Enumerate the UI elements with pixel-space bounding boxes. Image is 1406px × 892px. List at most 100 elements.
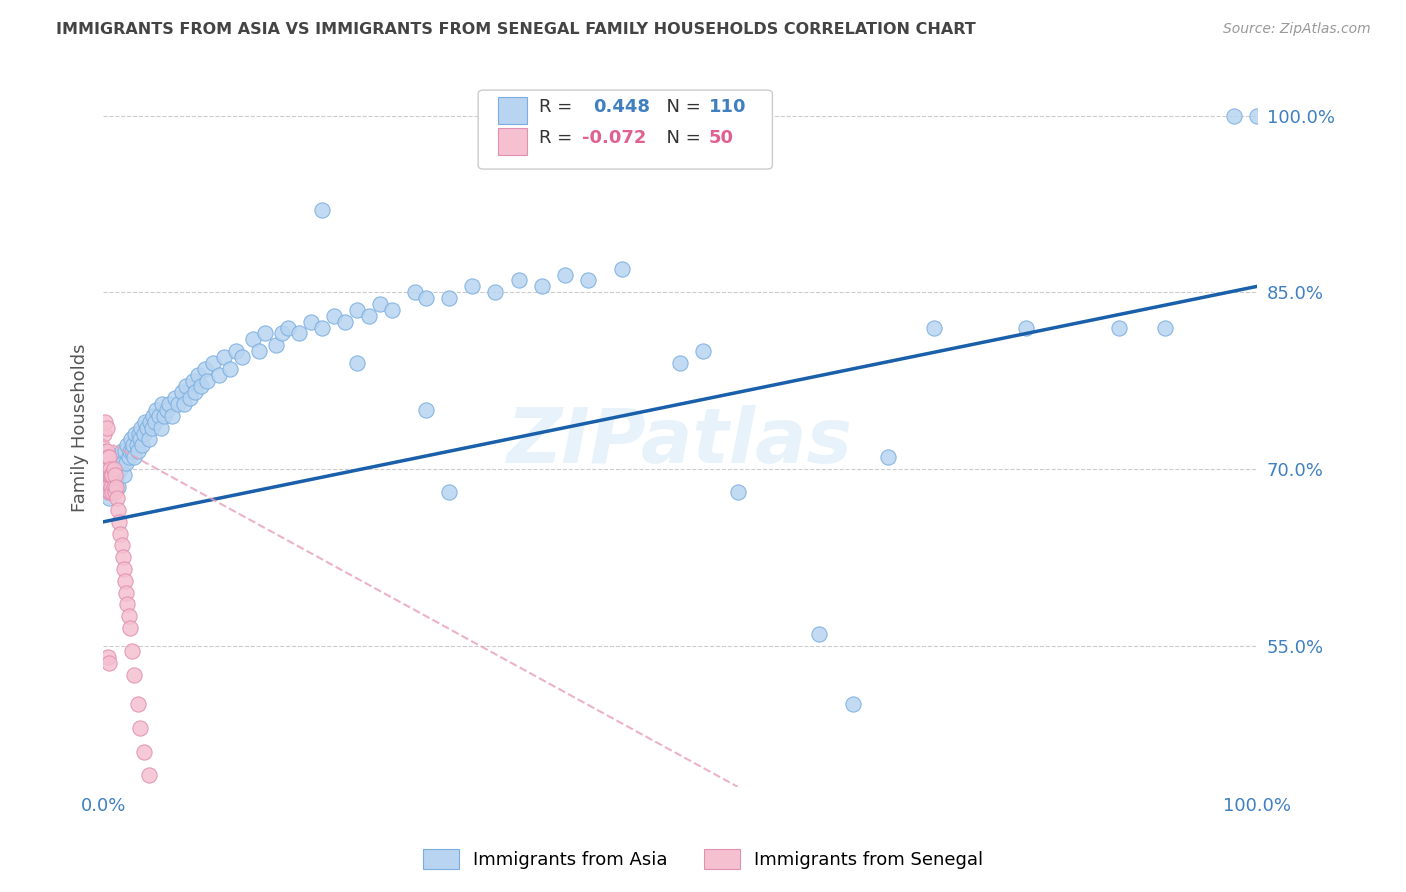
- Immigrants from Senegal: [97, 450, 120, 464]
- Immigrants from Asia: [484, 285, 506, 300]
- Immigrants from Senegal: [97, 467, 120, 482]
- Immigrants from Asia: [128, 426, 150, 441]
- Immigrants from Asia: [141, 420, 163, 434]
- Immigrants from Asia: [669, 356, 692, 370]
- Text: ZIPatlas: ZIPatlas: [508, 405, 853, 479]
- Immigrants from Senegal: [98, 485, 121, 500]
- Immigrants from Asia: [118, 444, 141, 458]
- Immigrants from Asia: [157, 397, 180, 411]
- Immigrants from Asia: [97, 467, 120, 482]
- Immigrants from Senegal: [97, 450, 120, 464]
- Immigrants from Asia: [253, 326, 276, 341]
- Immigrants from Asia: [264, 338, 287, 352]
- Immigrants from Senegal: [97, 479, 120, 493]
- Immigrants from Asia: [247, 344, 270, 359]
- Immigrants from Senegal: [94, 462, 117, 476]
- Immigrants from Senegal: [100, 467, 122, 482]
- Immigrants from Asia: [162, 409, 184, 423]
- Immigrants from Asia: [190, 379, 212, 393]
- Immigrants from Asia: [173, 397, 195, 411]
- Bar: [498, 128, 527, 154]
- Immigrants from Asia: [404, 285, 426, 300]
- Immigrants from Asia: [150, 397, 173, 411]
- Immigrants from Asia: [120, 433, 142, 447]
- Immigrants from Senegal: [114, 574, 136, 588]
- Immigrants from Asia: [271, 326, 294, 341]
- Immigrants from Asia: [195, 374, 218, 388]
- Immigrants from Senegal: [118, 621, 141, 635]
- Immigrants from Senegal: [96, 462, 118, 476]
- Immigrants from Senegal: [110, 538, 132, 552]
- Immigrants from Senegal: [112, 562, 135, 576]
- Immigrants from Senegal: [104, 479, 127, 493]
- Immigrants from Asia: [153, 409, 176, 423]
- Immigrants from Asia: [108, 456, 131, 470]
- Immigrants from Asia: [1223, 109, 1246, 123]
- Immigrants from Asia: [110, 444, 132, 458]
- Immigrants from Senegal: [103, 462, 125, 476]
- Immigrants from Asia: [100, 485, 122, 500]
- Legend: Immigrants from Asia, Immigrants from Senegal: Immigrants from Asia, Immigrants from Se…: [413, 839, 993, 879]
- Immigrants from Senegal: [94, 479, 117, 493]
- Immigrants from Senegal: [105, 491, 128, 506]
- Immigrants from Asia: [124, 426, 146, 441]
- Text: R =: R =: [540, 97, 583, 116]
- Immigrants from Asia: [97, 479, 120, 493]
- Immigrants from Senegal: [94, 444, 117, 458]
- Immigrants from Senegal: [97, 656, 120, 670]
- Immigrants from Asia: [225, 344, 247, 359]
- Immigrants from Asia: [277, 320, 299, 334]
- Immigrants from Asia: [112, 467, 135, 482]
- Immigrants from Asia: [96, 474, 118, 488]
- Immigrants from Senegal: [149, 791, 172, 805]
- Immigrants from Asia: [103, 462, 125, 476]
- Immigrants from Senegal: [96, 444, 118, 458]
- Immigrants from Senegal: [96, 420, 118, 434]
- Immigrants from Asia: [530, 279, 553, 293]
- Immigrants from Senegal: [93, 467, 115, 482]
- Text: 110: 110: [709, 97, 747, 116]
- Immigrants from Senegal: [97, 467, 120, 482]
- Text: IMMIGRANTS FROM ASIA VS IMMIGRANTS FROM SENEGAL FAMILY HOUSEHOLDS CORRELATION CH: IMMIGRANTS FROM ASIA VS IMMIGRANTS FROM …: [56, 22, 976, 37]
- Immigrants from Asia: [201, 356, 224, 370]
- Immigrants from Senegal: [98, 462, 121, 476]
- Immigrants from Asia: [554, 268, 576, 282]
- Immigrants from Asia: [167, 397, 190, 411]
- Immigrants from Asia: [127, 444, 149, 458]
- Immigrants from Asia: [129, 420, 152, 434]
- Immigrants from Asia: [357, 309, 380, 323]
- Immigrants from Asia: [107, 479, 129, 493]
- Immigrants from Asia: [1108, 320, 1130, 334]
- Immigrants from Senegal: [101, 485, 124, 500]
- Immigrants from Asia: [131, 438, 153, 452]
- Immigrants from Asia: [138, 433, 160, 447]
- Immigrants from Senegal: [115, 585, 138, 599]
- Immigrants from Asia: [104, 467, 127, 482]
- Immigrants from Asia: [121, 444, 143, 458]
- FancyBboxPatch shape: [478, 90, 772, 169]
- Immigrants from Senegal: [96, 474, 118, 488]
- Immigrants from Asia: [170, 385, 193, 400]
- Immigrants from Senegal: [103, 479, 125, 493]
- Immigrants from Asia: [415, 291, 437, 305]
- Immigrants from Asia: [115, 456, 138, 470]
- Immigrants from Asia: [299, 315, 322, 329]
- Immigrants from Asia: [219, 361, 242, 376]
- Immigrants from Asia: [439, 485, 461, 500]
- Immigrants from Asia: [142, 409, 165, 423]
- Immigrants from Asia: [114, 444, 136, 458]
- Immigrants from Asia: [335, 315, 357, 329]
- Immigrants from Asia: [155, 403, 177, 417]
- Immigrants from Senegal: [108, 515, 131, 529]
- Text: Source: ZipAtlas.com: Source: ZipAtlas.com: [1223, 22, 1371, 37]
- Immigrants from Asia: [98, 474, 121, 488]
- Immigrants from Asia: [461, 279, 484, 293]
- Immigrants from Asia: [876, 450, 898, 464]
- Immigrants from Asia: [97, 491, 120, 506]
- Immigrants from Asia: [148, 409, 170, 423]
- Immigrants from Asia: [322, 309, 344, 323]
- Immigrants from Senegal: [94, 415, 117, 429]
- Immigrants from Senegal: [111, 550, 134, 565]
- Text: -0.072: -0.072: [582, 129, 647, 147]
- Immigrants from Senegal: [110, 526, 132, 541]
